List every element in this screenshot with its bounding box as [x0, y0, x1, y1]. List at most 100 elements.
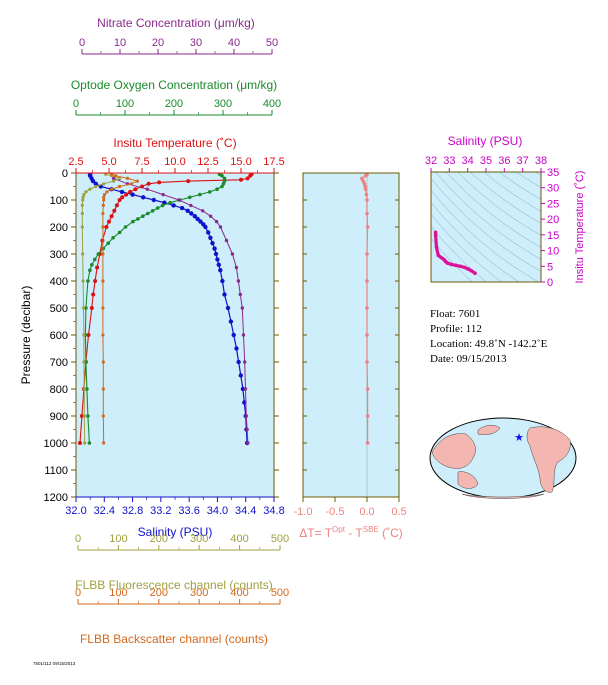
nitrate-point	[246, 441, 250, 445]
backscatter-point	[102, 195, 106, 199]
backscatter-point	[101, 211, 105, 216]
inset-ts-point	[439, 255, 443, 260]
inset-ts-point	[436, 253, 441, 258]
oxygen-point	[168, 200, 172, 205]
oxygen-point	[222, 179, 227, 183]
salinity-point	[185, 208, 190, 213]
inset-y-tick-label: 15	[547, 230, 559, 242]
main-curves	[78, 173, 254, 446]
backscatter-point	[102, 193, 107, 197]
fluorescence-axis: 0 100 200 300 400 500	[75, 533, 289, 551]
temperature-tick-label: 7.5	[134, 156, 149, 168]
nitrate-point	[201, 209, 205, 213]
oxygen-tick-label: 400	[263, 98, 281, 110]
map-landmass-americas	[526, 426, 571, 493]
nitrate-tick-label: 50	[266, 37, 278, 49]
oxygen-point	[146, 211, 150, 216]
inset-density-contour	[426, 64, 551, 169]
inset-density-contour	[483, 172, 541, 212]
delta-t-point	[365, 198, 369, 202]
inset-x-tick-label: 34	[462, 155, 474, 167]
oxygen-point	[221, 182, 226, 186]
temperature-point	[112, 208, 117, 213]
fluorescence-point	[104, 173, 108, 176]
delta-t-point	[360, 176, 364, 181]
fluorescence-point	[80, 225, 84, 229]
oxygen-point	[85, 387, 89, 391]
nitrate-point	[224, 238, 229, 243]
map-landmass-australia	[457, 471, 479, 489]
temperature-point	[89, 306, 94, 310]
salinity-tick-label: 33.6	[178, 505, 199, 517]
temperature-point	[91, 292, 96, 297]
salinity-point	[240, 386, 246, 392]
pressure-tick-label: 600	[50, 330, 68, 342]
float-id: Float: 7601	[430, 308, 480, 320]
salinity-point	[179, 205, 185, 211]
inset-y-tick-label: 30	[547, 183, 559, 195]
fluorescence-axis-title: FLBB Fluorescence channel (counts)	[75, 578, 272, 592]
nitrate-point	[238, 292, 242, 297]
inset-density-contour	[431, 201, 520, 282]
oxygen-tick-label: 0	[73, 98, 79, 110]
salinity-point	[234, 346, 239, 351]
inset-y-tick-label: 20	[547, 214, 559, 226]
delta-t-plot-background	[303, 173, 399, 497]
backscatter-tick-label: 200	[150, 587, 168, 599]
oxygen-point	[136, 217, 140, 221]
fluorescence-point	[80, 211, 84, 216]
backscatter-point	[129, 182, 133, 186]
oxygen-point	[155, 206, 160, 210]
backscatter-line	[102, 173, 139, 444]
backscatter-tick-label: 300	[190, 587, 208, 599]
pressure-tick-label: 200	[50, 222, 68, 234]
salinity-tick-label: 34.8	[263, 505, 284, 517]
pressure-tick-label: 1200	[44, 492, 68, 504]
delta-t-point	[365, 252, 369, 256]
fluorescence-point	[82, 333, 86, 337]
backscatter-point	[135, 179, 139, 183]
backscatter-point	[101, 203, 105, 207]
oxygen-point	[150, 209, 155, 213]
salinity-point	[203, 224, 208, 230]
temperature-axis-title: Insitu Temperature (˚C)	[113, 136, 236, 150]
salinity-point	[238, 373, 243, 378]
oxygen-point	[198, 192, 202, 197]
inset-density-contour	[457, 172, 541, 236]
inset-y-tick-label: 25	[547, 198, 559, 210]
fluorescence-point	[81, 195, 85, 199]
temperature-point	[186, 179, 191, 184]
backscatter-point	[101, 414, 105, 418]
fluorescence-point	[83, 441, 87, 445]
nitrate-point	[230, 252, 235, 256]
salinity-point	[151, 197, 156, 203]
nitrate-axis-title: Nitrate Concentration (μm/kg)	[97, 16, 255, 30]
temperature-tick-label: 17.5	[263, 156, 284, 168]
oxygen-point	[220, 173, 224, 178]
delta-t-point	[365, 333, 369, 337]
pressure-tick-label: 800	[50, 384, 68, 396]
salinity-point	[215, 257, 220, 262]
backscatter-point	[125, 176, 130, 180]
oxygen-point	[84, 306, 88, 310]
delta-t-point	[364, 192, 369, 197]
inset-ts-point	[454, 263, 458, 268]
nitrate-point	[208, 214, 213, 218]
inset-x-tick-label: 32	[425, 155, 437, 167]
nitrate-tick-label: 30	[190, 37, 202, 49]
temperature-point	[128, 189, 133, 194]
delta-t-axis: -1.0 -0.5 0.0 0.5	[294, 172, 407, 518]
temperature-point	[146, 181, 151, 186]
oxygen-point	[141, 214, 145, 218]
inset-salinity-title: Salinity (PSU)	[448, 134, 523, 148]
oxygen-tick-label: 200	[165, 98, 183, 110]
salinity-point	[218, 268, 223, 273]
nitrate-point	[240, 306, 244, 310]
inset-density-contour	[445, 172, 541, 248]
delta-t-point	[365, 279, 369, 283]
nitrate-point	[234, 265, 239, 270]
oxygen-point	[220, 184, 224, 189]
nitrate-point	[218, 225, 223, 229]
inset-density-contour	[431, 189, 539, 282]
fluorescence-point	[80, 203, 84, 207]
